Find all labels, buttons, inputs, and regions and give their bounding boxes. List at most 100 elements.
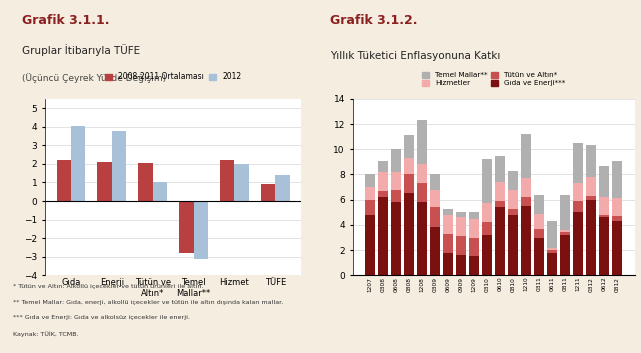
Bar xyxy=(469,256,479,275)
Bar xyxy=(508,190,518,209)
Text: Yıllık Tüketici Enflasyonuna Katkı: Yıllık Tüketici Enflasyonuna Katkı xyxy=(330,51,500,61)
Bar xyxy=(392,149,401,172)
Bar xyxy=(444,234,453,253)
Bar xyxy=(521,206,531,275)
Text: * Tütün ve Altın: Alkollü içecekler ve tütün ürünleri ile altın.: * Tütün ve Altın: Alkollü içecekler ve t… xyxy=(13,284,203,289)
Bar xyxy=(560,235,570,275)
Bar xyxy=(430,207,440,227)
Bar xyxy=(392,172,401,190)
Bar xyxy=(444,253,453,275)
Bar xyxy=(495,207,505,275)
Bar xyxy=(560,230,570,233)
Bar xyxy=(508,209,518,215)
Bar xyxy=(97,162,112,201)
Bar xyxy=(417,120,427,164)
Bar xyxy=(456,212,466,217)
Bar xyxy=(508,215,518,275)
Text: Kaynak: TÜİK, TCMB.: Kaynak: TÜİK, TCMB. xyxy=(13,331,78,336)
Bar xyxy=(444,209,453,215)
Bar xyxy=(612,198,622,216)
Text: Grafik 3.1.1.: Grafik 3.1.1. xyxy=(22,14,109,28)
Bar xyxy=(365,187,375,200)
Bar xyxy=(495,182,505,201)
Bar xyxy=(275,175,290,201)
Bar xyxy=(404,158,414,174)
Bar xyxy=(444,215,453,234)
Bar xyxy=(612,161,622,198)
Bar xyxy=(378,197,388,275)
Bar xyxy=(573,183,583,201)
Bar xyxy=(404,136,414,158)
Text: (Üçüncü Çeyrek Yüzde Değişim): (Üçüncü Çeyrek Yüzde Değişim) xyxy=(22,73,166,83)
Bar xyxy=(404,193,414,275)
Bar xyxy=(456,255,466,275)
Legend: 2008-2011 Ortalaması, 2012: 2008-2011 Ortalaması, 2012 xyxy=(103,71,243,83)
Bar xyxy=(599,217,609,275)
Bar xyxy=(179,201,194,253)
Bar xyxy=(508,171,518,190)
Bar xyxy=(378,161,388,172)
Text: Grafik 3.1.2.: Grafik 3.1.2. xyxy=(330,14,417,28)
Bar xyxy=(153,181,167,201)
Bar xyxy=(392,190,401,202)
Bar xyxy=(365,174,375,187)
Bar xyxy=(456,217,466,236)
Bar xyxy=(378,172,388,191)
Bar xyxy=(573,212,583,275)
Bar xyxy=(430,174,440,190)
Bar xyxy=(456,236,466,255)
Text: *** Gıda ve Enerji: Gıda ve alkolsüz içecekler ile enerji.: *** Gıda ve Enerji: Gıda ve alkolsüz içe… xyxy=(13,315,190,320)
Bar xyxy=(482,203,492,222)
Text: Gruplar İtibarıyla TÜFE: Gruplar İtibarıyla TÜFE xyxy=(22,44,140,56)
Bar xyxy=(612,216,622,221)
Bar xyxy=(534,195,544,214)
Bar xyxy=(430,190,440,207)
Bar xyxy=(534,214,544,229)
Bar xyxy=(599,197,609,215)
Text: ** Temel Mallar: Gıda, enerji, alkollü içecekler ve tütün ile altın dışında kala: ** Temel Mallar: Gıda, enerji, alkollü i… xyxy=(13,300,283,305)
Bar xyxy=(71,126,85,201)
Bar xyxy=(586,145,595,177)
Bar xyxy=(573,143,583,183)
Bar xyxy=(404,174,414,193)
Bar xyxy=(194,201,208,259)
Bar xyxy=(469,219,479,238)
Bar xyxy=(220,160,235,201)
Bar xyxy=(365,200,375,215)
Bar xyxy=(560,195,570,230)
Bar xyxy=(235,164,249,201)
Bar xyxy=(495,201,505,207)
Bar xyxy=(365,215,375,275)
Bar xyxy=(521,197,531,206)
Bar xyxy=(261,184,275,201)
Bar xyxy=(417,202,427,275)
Bar xyxy=(112,131,126,201)
Bar xyxy=(392,202,401,275)
Bar xyxy=(469,212,479,219)
Bar xyxy=(573,201,583,212)
Bar xyxy=(482,235,492,275)
Bar xyxy=(547,253,557,275)
Bar xyxy=(586,196,595,200)
Bar xyxy=(56,160,71,201)
Bar xyxy=(547,250,557,253)
Bar xyxy=(612,221,622,275)
Bar xyxy=(534,238,544,275)
Bar xyxy=(417,183,427,202)
Bar xyxy=(482,159,492,203)
Bar xyxy=(534,229,544,238)
Bar xyxy=(378,191,388,197)
Bar xyxy=(586,177,595,196)
Bar xyxy=(599,166,609,197)
Bar xyxy=(521,178,531,197)
Bar xyxy=(138,163,153,201)
Bar xyxy=(482,222,492,235)
Bar xyxy=(599,215,609,217)
Bar xyxy=(547,247,557,250)
Bar xyxy=(469,238,479,256)
Bar xyxy=(521,134,531,178)
Bar xyxy=(586,200,595,275)
Bar xyxy=(495,156,505,182)
Bar xyxy=(417,164,427,183)
Legend: Temel Mallar**, Hizmetler, Tütün ve Altın*, Gıda ve Enerji***: Temel Mallar**, Hizmetler, Tütün ve Altı… xyxy=(420,71,567,88)
